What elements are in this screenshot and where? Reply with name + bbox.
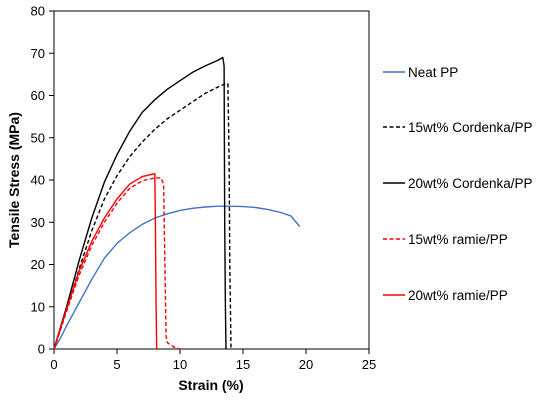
legend-label: 20wt% Cordenka/PP [408, 176, 533, 191]
series-line-4 [53, 177, 181, 350]
y-tick-label: 20 [31, 257, 45, 272]
y-tick-label: 60 [31, 88, 45, 103]
series-line-1 [53, 205, 301, 350]
x-tick-label: 5 [113, 357, 120, 372]
y-tick-label: 80 [31, 4, 45, 19]
legend-label: 15wt% ramie/PP [408, 232, 508, 247]
y-tick-label: 70 [31, 46, 45, 61]
x-tick-label: 15 [236, 357, 250, 372]
x-tick-label: 20 [299, 357, 313, 372]
series-line-5 [53, 172, 158, 350]
y-tick-label: 50 [31, 130, 45, 145]
legend: Neat PP 15wt% Cordenka/PP 20wt% Cordenka/P… [383, 65, 533, 303]
y-tick-label: 40 [31, 173, 45, 188]
y-tick-label: 30 [31, 215, 45, 230]
series-layer [53, 56, 301, 350]
legend-label: 20wt% ramie/PP [408, 288, 508, 303]
axis-ticks: 0 5 10 15 20 25 0 10 20 30 40 50 60 70 80 [31, 4, 377, 373]
y-tick-label: 10 [31, 299, 45, 314]
x-tick-label: 25 [362, 357, 376, 372]
x-axis-title: Strain (%) [178, 377, 243, 393]
y-axis-title: Tensile Stress (MPa) [6, 112, 22, 248]
legend-label: Neat PP [408, 65, 458, 80]
series-line-2 [53, 82, 232, 350]
series-line-3 [53, 56, 227, 350]
x-tick-label: 10 [173, 357, 187, 372]
y-tick-label: 0 [38, 342, 45, 357]
plot-area [53, 10, 370, 350]
legend-label: 15wt% Cordenka/PP [408, 120, 533, 135]
x-tick-label: 0 [50, 357, 57, 372]
